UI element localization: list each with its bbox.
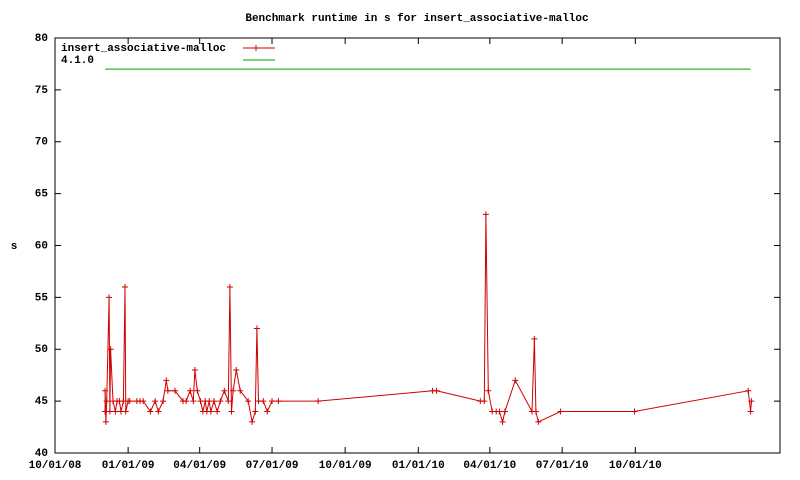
- point-marker: [217, 398, 224, 405]
- point-marker: [481, 398, 488, 405]
- point-marker: [210, 398, 217, 405]
- point-marker: [228, 408, 235, 415]
- point-marker: [315, 398, 322, 405]
- point-marker: [499, 418, 506, 425]
- point-marker: [252, 408, 259, 415]
- point-marker: [140, 398, 147, 405]
- x-tick-label: 04/01/09: [173, 460, 226, 472]
- point-marker: [190, 398, 197, 405]
- point-marker: [531, 335, 538, 342]
- point-marker: [501, 408, 508, 415]
- point-marker: [112, 408, 119, 415]
- point-marker: [225, 398, 232, 405]
- y-tick-label: 45: [35, 396, 49, 408]
- point-marker: [121, 284, 128, 290]
- x-tick-label: 07/01/10: [536, 460, 589, 472]
- point-marker: [747, 408, 754, 415]
- point-marker: [107, 346, 114, 353]
- y-tick-label: 80: [35, 33, 48, 45]
- point-marker: [102, 387, 109, 394]
- y-tick-label: 55: [35, 292, 49, 304]
- x-tick-label: 04/01/10: [463, 460, 516, 472]
- legend-label: 4.1.0: [61, 55, 94, 67]
- point-marker: [163, 377, 170, 384]
- point-marker: [237, 387, 244, 394]
- point-marker: [249, 418, 256, 425]
- point-marker: [122, 408, 129, 415]
- point-marker: [233, 367, 240, 373]
- point-marker: [207, 408, 214, 415]
- x-tick-label: 10/01/09: [319, 460, 372, 472]
- point-marker: [183, 398, 190, 405]
- series-line: [104, 214, 752, 424]
- point-marker: [433, 387, 440, 394]
- point-marker: [155, 408, 162, 415]
- point-marker: [187, 387, 194, 394]
- point-marker: [106, 408, 113, 415]
- point-marker: [106, 294, 113, 301]
- point-marker: [152, 398, 159, 405]
- y-tick-label: 60: [35, 240, 48, 252]
- point-marker: [260, 398, 267, 405]
- point-marker: [226, 284, 233, 290]
- point-marker: [748, 398, 755, 405]
- x-tick-label: 01/01/09: [102, 460, 155, 472]
- point-marker: [191, 367, 198, 373]
- x-tick-label: 10/01/08: [29, 460, 82, 472]
- point-marker: [214, 408, 221, 415]
- plot-border: [54, 37, 781, 454]
- point-marker: [126, 398, 133, 405]
- point-marker: [269, 398, 276, 405]
- point-marker: [253, 325, 260, 332]
- point-marker: [275, 398, 282, 405]
- point-marker: [245, 398, 252, 405]
- point-marker: [194, 387, 201, 394]
- y-tick-label: 50: [35, 344, 48, 356]
- y-tick-label: 70: [35, 137, 48, 149]
- point-marker: [164, 387, 171, 394]
- point-marker: [230, 387, 237, 394]
- x-tick-label: 07/01/09: [246, 460, 299, 472]
- point-marker: [745, 387, 752, 394]
- point-marker: [264, 408, 271, 415]
- point-marker: [102, 418, 109, 425]
- legend-label: insert_associative-malloc: [61, 43, 226, 55]
- point-marker: [147, 408, 154, 415]
- point-marker: [535, 418, 542, 425]
- point-marker: [557, 408, 564, 415]
- point-marker: [512, 377, 519, 384]
- point-marker: [160, 398, 167, 405]
- point-marker: [172, 387, 179, 394]
- x-tick-label: 01/01/10: [392, 460, 445, 472]
- y-tick-label: 40: [35, 448, 48, 460]
- point-marker: [221, 387, 228, 394]
- point-marker: [496, 408, 503, 415]
- point-marker: [482, 211, 489, 218]
- x-tick-label: 10/01/10: [609, 460, 662, 472]
- point-marker: [631, 408, 638, 415]
- y-axis-label: s: [11, 241, 18, 253]
- point-marker: [103, 398, 110, 405]
- y-tick-label: 65: [35, 189, 49, 201]
- chart-title: Benchmark runtime in s for insert_associ…: [245, 13, 588, 25]
- point-marker: [532, 408, 539, 415]
- y-tick-label: 75: [35, 85, 49, 97]
- point-marker: [485, 387, 492, 394]
